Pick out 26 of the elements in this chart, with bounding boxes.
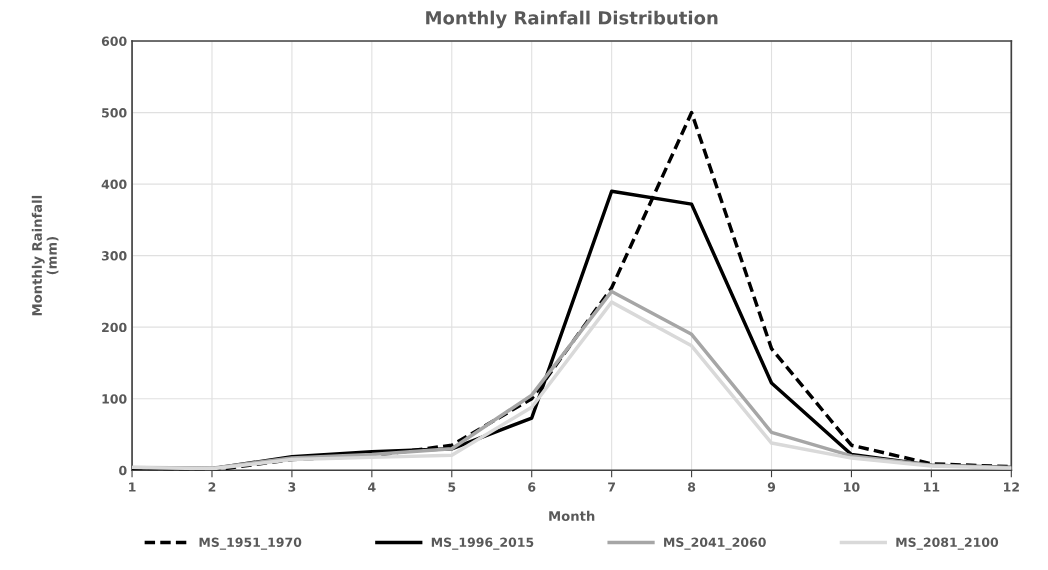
y-tick-label: 100 <box>102 394 127 404</box>
y-tick-label: 200 <box>102 322 127 333</box>
x-tick-label: 12 <box>1004 482 1019 492</box>
x-tick-label: 10 <box>844 482 860 492</box>
x-tick-label: 6 <box>528 482 536 492</box>
x-tick-label: 4 <box>368 482 376 492</box>
legend-label: MS_1996_2015 <box>431 537 534 550</box>
x-tick-label: 8 <box>688 482 696 492</box>
y-tick-label: 500 <box>102 108 127 118</box>
legend-label: MS_2041_2060 <box>664 537 766 550</box>
x-tick-label: 2 <box>208 482 216 492</box>
x-tick-label: 7 <box>608 482 616 492</box>
x-tick-label: 5 <box>448 482 456 492</box>
x-axis-title: Month <box>549 510 595 522</box>
chart-title: Monthly Rainfall Distribution <box>426 10 718 29</box>
y-axis-title: Monthly Rainfall (mm) <box>31 195 59 316</box>
legend-label: MS_2081_2100 <box>896 537 999 550</box>
x-tick-label: 9 <box>767 482 776 492</box>
legend-label: MS_1951_1970 <box>199 537 302 550</box>
x-tick-label: 1 <box>129 482 136 492</box>
x-tick-label: 3 <box>288 482 296 492</box>
x-tick-label: 11 <box>924 482 940 492</box>
y-tick-label: 0 <box>119 465 127 476</box>
y-tick-label: 400 <box>101 179 127 190</box>
y-tick-label: 300 <box>101 251 127 261</box>
y-tick-label: 600 <box>101 36 127 46</box>
